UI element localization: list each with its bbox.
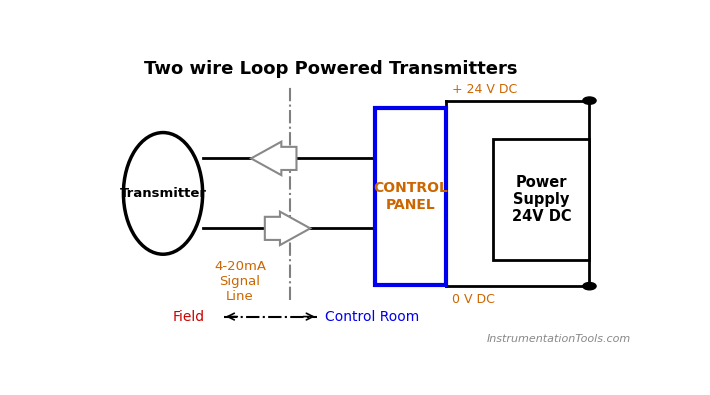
- Text: InstrumentationTools.com: InstrumentationTools.com: [486, 335, 630, 344]
- Text: Transmitter: Transmitter: [119, 187, 207, 200]
- Bar: [493, 139, 589, 260]
- Text: Field: Field: [173, 310, 204, 324]
- Circle shape: [583, 282, 596, 290]
- Text: 4-20mA
Signal
Line: 4-20mA Signal Line: [214, 260, 266, 303]
- Circle shape: [583, 97, 596, 104]
- Bar: [375, 108, 447, 285]
- Text: Control Room: Control Room: [325, 310, 420, 324]
- Text: Power
Supply
24V DC: Power Supply 24V DC: [511, 175, 571, 224]
- Text: CONTROL
PANEL: CONTROL PANEL: [373, 181, 448, 212]
- Text: Two wire Loop Powered Transmitters: Two wire Loop Powered Transmitters: [144, 60, 518, 78]
- Text: + 24 V DC: + 24 V DC: [452, 83, 517, 96]
- Polygon shape: [265, 212, 310, 245]
- Polygon shape: [251, 142, 297, 175]
- Text: 0 V DC: 0 V DC: [452, 293, 495, 307]
